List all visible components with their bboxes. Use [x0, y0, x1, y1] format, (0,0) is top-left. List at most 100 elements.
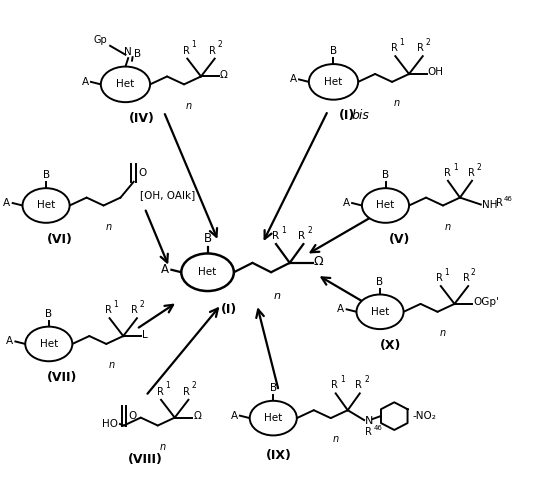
Text: Het: Het: [37, 200, 55, 210]
Text: n: n: [105, 222, 112, 232]
Text: A: A: [290, 74, 297, 85]
Text: B: B: [377, 276, 383, 286]
Text: R: R: [444, 168, 450, 178]
Text: R: R: [272, 230, 280, 240]
Text: R: R: [183, 387, 190, 397]
Text: R: R: [417, 43, 424, 53]
Text: R: R: [157, 387, 163, 397]
Text: 1: 1: [340, 376, 345, 384]
Text: OH: OH: [427, 68, 444, 78]
Text: B: B: [330, 46, 337, 56]
Text: 1: 1: [399, 38, 404, 47]
Text: A: A: [3, 198, 11, 208]
Text: O: O: [138, 168, 146, 178]
Text: Het: Het: [40, 339, 58, 349]
Text: 1: 1: [191, 40, 196, 50]
Text: Het: Het: [324, 77, 343, 87]
Text: R: R: [331, 380, 338, 390]
Text: A: A: [161, 264, 169, 276]
Text: B: B: [382, 170, 389, 180]
Text: 2: 2: [477, 163, 481, 172]
Text: R: R: [132, 306, 138, 316]
Text: Gp: Gp: [94, 35, 107, 45]
Text: 2: 2: [307, 226, 312, 234]
Text: n: n: [273, 290, 280, 300]
Text: Het: Het: [116, 80, 134, 90]
Text: -NO₂: -NO₂: [412, 411, 436, 421]
Text: N: N: [124, 46, 132, 56]
Text: A: A: [6, 336, 13, 346]
Text: HO: HO: [102, 419, 118, 429]
Ellipse shape: [22, 188, 70, 223]
Text: 46: 46: [503, 196, 512, 202]
Text: B: B: [134, 48, 141, 58]
Text: n: n: [394, 98, 400, 108]
Text: A: A: [230, 410, 238, 420]
Text: 2: 2: [191, 382, 196, 390]
Text: B: B: [42, 170, 50, 180]
Text: R: R: [209, 46, 216, 56]
Text: n: n: [108, 360, 114, 370]
Text: (IX): (IX): [266, 449, 292, 462]
Text: n: n: [160, 442, 166, 452]
Text: Het: Het: [371, 307, 389, 317]
Text: 2: 2: [218, 40, 222, 50]
Ellipse shape: [357, 294, 403, 329]
Text: (VII): (VII): [47, 371, 78, 384]
Ellipse shape: [181, 254, 234, 291]
Text: Ω: Ω: [193, 411, 201, 421]
Text: 2: 2: [364, 376, 369, 384]
Text: 2: 2: [425, 38, 430, 47]
Text: 1: 1: [165, 382, 170, 390]
Text: n: n: [440, 328, 446, 338]
Text: n: n: [445, 222, 451, 232]
Text: 1: 1: [445, 268, 449, 276]
Text: 2: 2: [140, 300, 145, 309]
Text: R: R: [365, 427, 372, 437]
Text: Het: Het: [199, 267, 217, 277]
Text: 1: 1: [281, 226, 286, 234]
Text: n: n: [333, 434, 339, 444]
Text: (X): (X): [381, 339, 402, 352]
Ellipse shape: [309, 64, 358, 100]
Text: R: R: [299, 230, 306, 240]
Text: O: O: [128, 410, 137, 420]
Text: R: R: [355, 380, 362, 390]
Ellipse shape: [101, 66, 150, 102]
Text: R: R: [468, 168, 474, 178]
Text: (I): (I): [222, 303, 238, 316]
Text: Ω: Ω: [220, 70, 228, 80]
Text: n: n: [186, 100, 192, 110]
Text: [OH, OAlk]: [OH, OAlk]: [140, 190, 195, 200]
Text: R: R: [391, 43, 398, 53]
Text: L: L: [142, 330, 148, 340]
Text: Het: Het: [264, 413, 282, 423]
Text: 2: 2: [471, 268, 475, 276]
Text: (IV): (IV): [129, 112, 155, 124]
Text: N: N: [365, 416, 374, 426]
Text: A: A: [343, 198, 350, 208]
Text: 46: 46: [373, 425, 382, 431]
Text: 1: 1: [113, 300, 118, 309]
Text: (VIII): (VIII): [128, 452, 163, 466]
Text: R: R: [463, 273, 470, 283]
Text: A: A: [81, 77, 89, 87]
Text: Het: Het: [377, 200, 395, 210]
Text: 1: 1: [453, 163, 458, 172]
Text: (V): (V): [388, 232, 410, 245]
Text: OGp': OGp': [473, 298, 499, 308]
Text: B: B: [270, 383, 277, 393]
Text: B: B: [204, 232, 211, 244]
Ellipse shape: [25, 326, 73, 361]
Text: NH: NH: [482, 200, 497, 209]
Text: R: R: [496, 198, 502, 207]
Ellipse shape: [362, 188, 409, 223]
Text: (I): (I): [339, 109, 355, 122]
Text: R: R: [183, 46, 190, 56]
Text: A: A: [338, 304, 344, 314]
Ellipse shape: [250, 401, 297, 436]
Text: R: R: [105, 306, 112, 316]
Text: Ω: Ω: [314, 255, 324, 268]
Text: (VI): (VI): [47, 232, 73, 245]
Text: B: B: [45, 308, 52, 318]
